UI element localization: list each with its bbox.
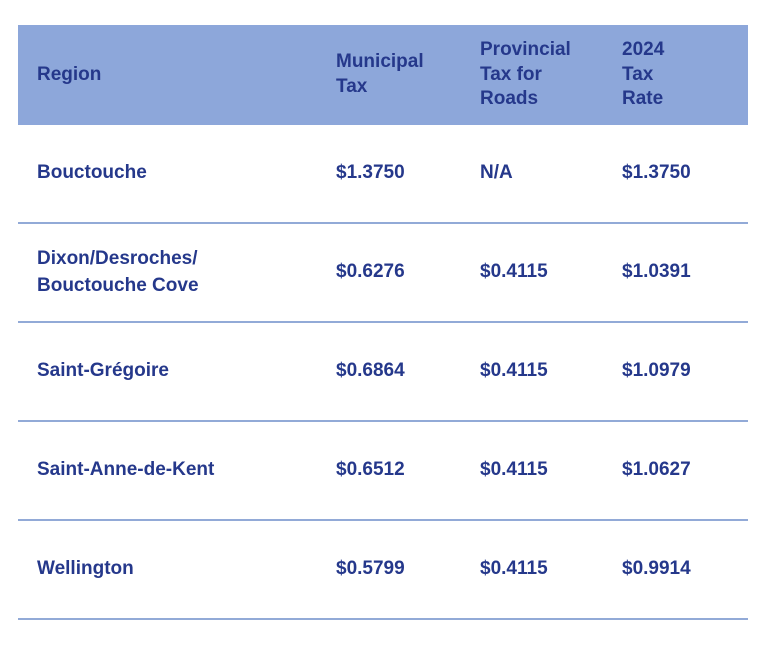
region-cell: Saint-Anne-de-Kent: [18, 421, 336, 521]
column-header-region: Region: [18, 25, 336, 125]
tax-rate-table: Region Municipal Tax Provincial Tax for …: [18, 25, 748, 620]
table-row-bouctouche: Bouctouche $1.3750 N/A $1.3750: [18, 125, 748, 224]
region-cell: Bouctouche: [18, 125, 336, 224]
region-cell: Saint-Grégoire: [18, 322, 336, 422]
column-header-provincial-tax-for-roads: Provincial Tax for Roads: [480, 25, 622, 125]
municipal-tax-cell: $0.5799: [336, 520, 480, 620]
tax-rate-2024-cell: $1.3750: [622, 125, 748, 224]
tax-rate-table-container: Region Municipal Tax Provincial Tax for …: [18, 25, 748, 620]
provincial-tax-cell: N/A: [480, 125, 622, 224]
column-header-2024-tax-rate: 2024 Tax Rate: [622, 25, 748, 125]
region-cell: Wellington: [18, 520, 336, 620]
provincial-tax-cell: $0.4115: [480, 520, 622, 620]
tax-rate-2024-cell: $0.9914: [622, 520, 748, 620]
provincial-tax-cell: $0.4115: [480, 223, 622, 323]
table-row-saint-anne-de-kent: Saint-Anne-de-Kent $0.6512 $0.4115 $1.06…: [18, 421, 748, 521]
tax-rate-2024-cell: $1.0979: [622, 322, 748, 422]
municipal-tax-cell: $0.6864: [336, 322, 480, 422]
tax-rate-2024-cell: $1.0391: [622, 223, 748, 323]
region-cell: Dixon/Desroches/ Bouctouche Cove: [18, 223, 336, 323]
column-header-municipal-tax: Municipal Tax: [336, 25, 480, 125]
table-row-saint-gregoire: Saint-Grégoire $0.6864 $0.4115 $1.0979: [18, 322, 748, 422]
header-row: Region Municipal Tax Provincial Tax for …: [18, 25, 748, 125]
provincial-tax-cell: $0.4115: [480, 421, 622, 521]
municipal-tax-cell: $0.6276: [336, 223, 480, 323]
municipal-tax-cell: $0.6512: [336, 421, 480, 521]
tax-rate-2024-cell: $1.0627: [622, 421, 748, 521]
table-row-dixon-desroches-bouctouche-cove: Dixon/Desroches/ Bouctouche Cove $0.6276…: [18, 223, 748, 323]
provincial-tax-cell: $0.4115: [480, 322, 622, 422]
municipal-tax-cell: $1.3750: [336, 125, 480, 224]
table-row-wellington: Wellington $0.5799 $0.4115 $0.9914: [18, 520, 748, 620]
